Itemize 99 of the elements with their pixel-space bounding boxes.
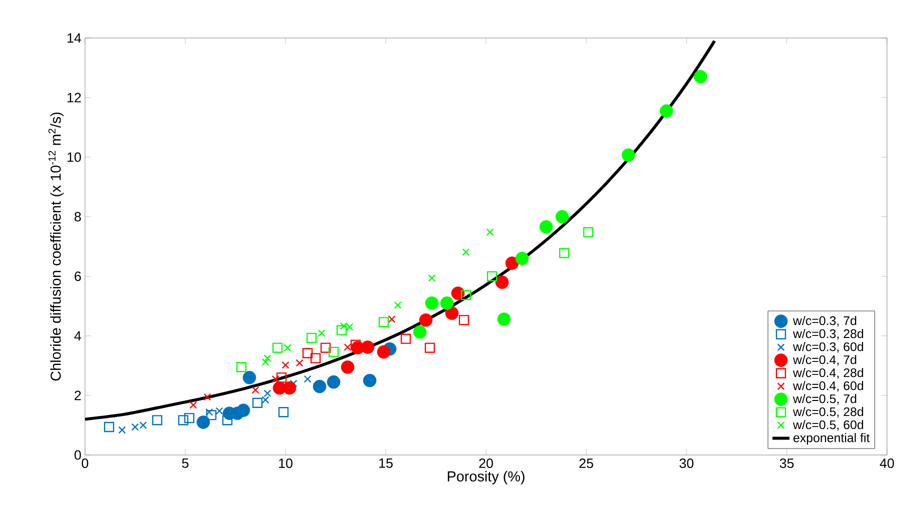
legend-label: w/c=0.4, 28d xyxy=(792,368,864,379)
x-tick-label: 5 xyxy=(182,458,188,468)
legend-label: w/c=0.5, 60d xyxy=(792,420,864,431)
point xyxy=(296,359,304,367)
point xyxy=(559,248,570,258)
x-tick-label: 25 xyxy=(579,458,594,468)
point xyxy=(458,314,470,326)
x-tick-label: 30 xyxy=(680,458,694,468)
point xyxy=(400,334,411,344)
y-tick-label: 0 xyxy=(74,450,81,460)
point xyxy=(497,312,511,326)
point xyxy=(462,248,470,256)
point xyxy=(363,374,376,388)
legend-label: w/c=0.3, 7d xyxy=(792,316,856,327)
point xyxy=(284,344,292,352)
point xyxy=(378,317,389,328)
point xyxy=(336,325,347,336)
y-tick-label: 12 xyxy=(68,92,81,102)
point xyxy=(394,301,402,309)
point xyxy=(272,342,283,353)
point xyxy=(326,375,340,389)
point xyxy=(539,220,553,234)
y-axis-title: Chloride diffusion coefficient (x 10$^{-12}$ m$^{2}$/s) xyxy=(48,112,64,381)
point xyxy=(264,390,272,398)
point xyxy=(216,407,224,415)
x-axis-title: Porosity (%) xyxy=(448,470,524,484)
point xyxy=(206,410,216,420)
point xyxy=(118,426,126,434)
point xyxy=(282,381,296,395)
point xyxy=(320,342,331,353)
x-tick-label: 20 xyxy=(479,458,493,468)
point xyxy=(556,210,569,224)
point xyxy=(152,415,162,426)
y-tick-label: 14 xyxy=(68,33,82,43)
legend-label: w/c=0.5, 28d xyxy=(792,407,864,418)
point xyxy=(306,332,317,344)
x-tick-label: 35 xyxy=(780,458,794,468)
legend-label: w/c=0.4, 7d xyxy=(792,354,856,366)
point xyxy=(428,274,436,282)
point xyxy=(262,358,270,366)
point xyxy=(424,342,435,353)
point xyxy=(262,396,270,404)
y-tick-label: 10 xyxy=(68,152,81,162)
x-tick-label: 10 xyxy=(279,458,292,468)
point xyxy=(196,416,210,429)
point xyxy=(622,148,636,162)
point xyxy=(388,315,396,323)
point xyxy=(236,362,246,372)
legend-label: w/c=0.3, 60d xyxy=(792,342,864,353)
y-tick-label: 2 xyxy=(74,390,81,400)
point xyxy=(178,415,188,426)
point xyxy=(290,380,298,388)
point xyxy=(445,306,459,320)
legend-label: w/c=0.5, 7d xyxy=(792,394,856,405)
point xyxy=(419,313,433,327)
point xyxy=(312,380,326,394)
point xyxy=(236,404,250,417)
point xyxy=(104,422,114,432)
point xyxy=(204,393,212,401)
point xyxy=(302,348,313,358)
point xyxy=(304,375,312,383)
point xyxy=(264,354,272,362)
point xyxy=(515,252,529,266)
point xyxy=(252,386,260,394)
point xyxy=(425,296,439,310)
point xyxy=(440,296,454,310)
point xyxy=(377,345,390,359)
y-tick-label: 4 xyxy=(74,331,82,340)
point xyxy=(206,408,214,416)
point xyxy=(460,290,472,300)
line-series xyxy=(85,39,716,421)
x-tick-label: 0 xyxy=(82,458,88,468)
point xyxy=(282,361,290,369)
x-tick-label: 40 xyxy=(880,458,894,468)
point xyxy=(495,276,509,289)
point xyxy=(190,401,198,409)
point xyxy=(361,340,374,354)
point xyxy=(660,104,674,118)
y-tick-label: 8 xyxy=(74,212,81,222)
point xyxy=(278,407,289,418)
y-tick-label: 6 xyxy=(74,272,81,282)
point xyxy=(318,329,326,337)
point xyxy=(328,346,339,358)
point xyxy=(242,370,256,384)
point xyxy=(486,228,494,236)
point xyxy=(413,325,427,339)
point xyxy=(486,271,498,282)
point xyxy=(340,360,354,374)
point xyxy=(310,353,321,364)
point xyxy=(694,70,708,84)
legend-label: w/c=0.3, 28d xyxy=(792,328,864,340)
point xyxy=(451,286,465,300)
legend-label: exponential fit xyxy=(793,433,870,445)
point xyxy=(184,412,194,424)
legend-label: w/c=0.4, 60d xyxy=(792,381,864,392)
point xyxy=(583,227,594,238)
point xyxy=(505,256,519,270)
point xyxy=(252,398,263,408)
x-tick-label: 15 xyxy=(379,458,393,468)
